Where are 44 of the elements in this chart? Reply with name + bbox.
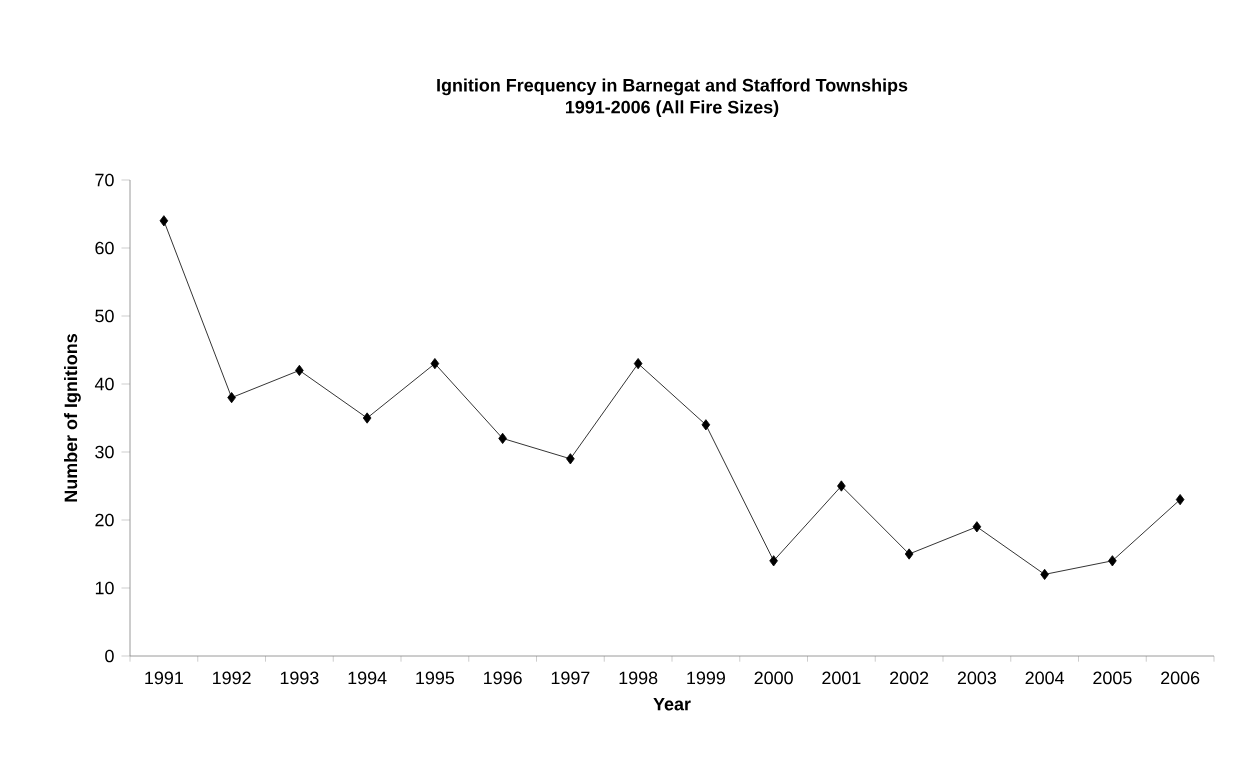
x-tick-label: 2004 [1025, 671, 1065, 685]
point [1108, 555, 1117, 567]
y-tick-label: 10 [95, 581, 114, 595]
y-tick-label: 40 [94, 377, 114, 391]
point [972, 521, 982, 533]
point [227, 392, 236, 404]
point [769, 555, 778, 567]
point [430, 358, 440, 370]
x-tick-label: 1999 [687, 671, 725, 685]
x-tick-label: 2001 [822, 671, 861, 685]
x-tick-label: 2005 [1093, 671, 1132, 685]
x-tick-label: 1993 [280, 671, 319, 685]
y-tick-label: 60 [95, 241, 114, 255]
point [904, 548, 914, 560]
x-tick-label: 1997 [551, 671, 590, 685]
x-tick-label: 1996 [484, 671, 522, 685]
x-tick-label: 2003 [957, 671, 997, 685]
y-tick-label: 50 [95, 309, 114, 323]
x-tick-label: 1995 [416, 671, 455, 685]
x-tick-label: 2000 [754, 671, 793, 685]
point [159, 215, 169, 227]
x-tick-label: 1991 [145, 671, 183, 685]
point [701, 419, 711, 431]
point [498, 432, 507, 444]
point [633, 358, 643, 370]
y-tick-label: 70 [95, 173, 114, 187]
x-tick-label: 1994 [348, 671, 387, 685]
x-axis-title: Year [653, 697, 691, 711]
point [837, 480, 846, 492]
x-tick-label: 2006 [1161, 671, 1200, 685]
point [295, 364, 304, 376]
chart-subtitle: 1991-2006 (All Fire Sizes) [565, 100, 779, 118]
y-tick-label: 0 [105, 649, 114, 663]
x-tick-label: 1992 [213, 671, 251, 685]
y-tick-label: 30 [95, 445, 114, 459]
y-tick-label: 20 [95, 513, 114, 527]
point [566, 453, 575, 465]
chart-title: Ignition Frequency in Barnegat and Stafford Townships [437, 78, 908, 96]
x-tick-label: 1998 [619, 671, 658, 685]
x-tick-label: 2002 [890, 671, 929, 685]
y-axis-title: Number of Ignitions [64, 334, 81, 502]
point [1040, 568, 1049, 580]
point [362, 412, 372, 424]
point [1175, 494, 1185, 506]
